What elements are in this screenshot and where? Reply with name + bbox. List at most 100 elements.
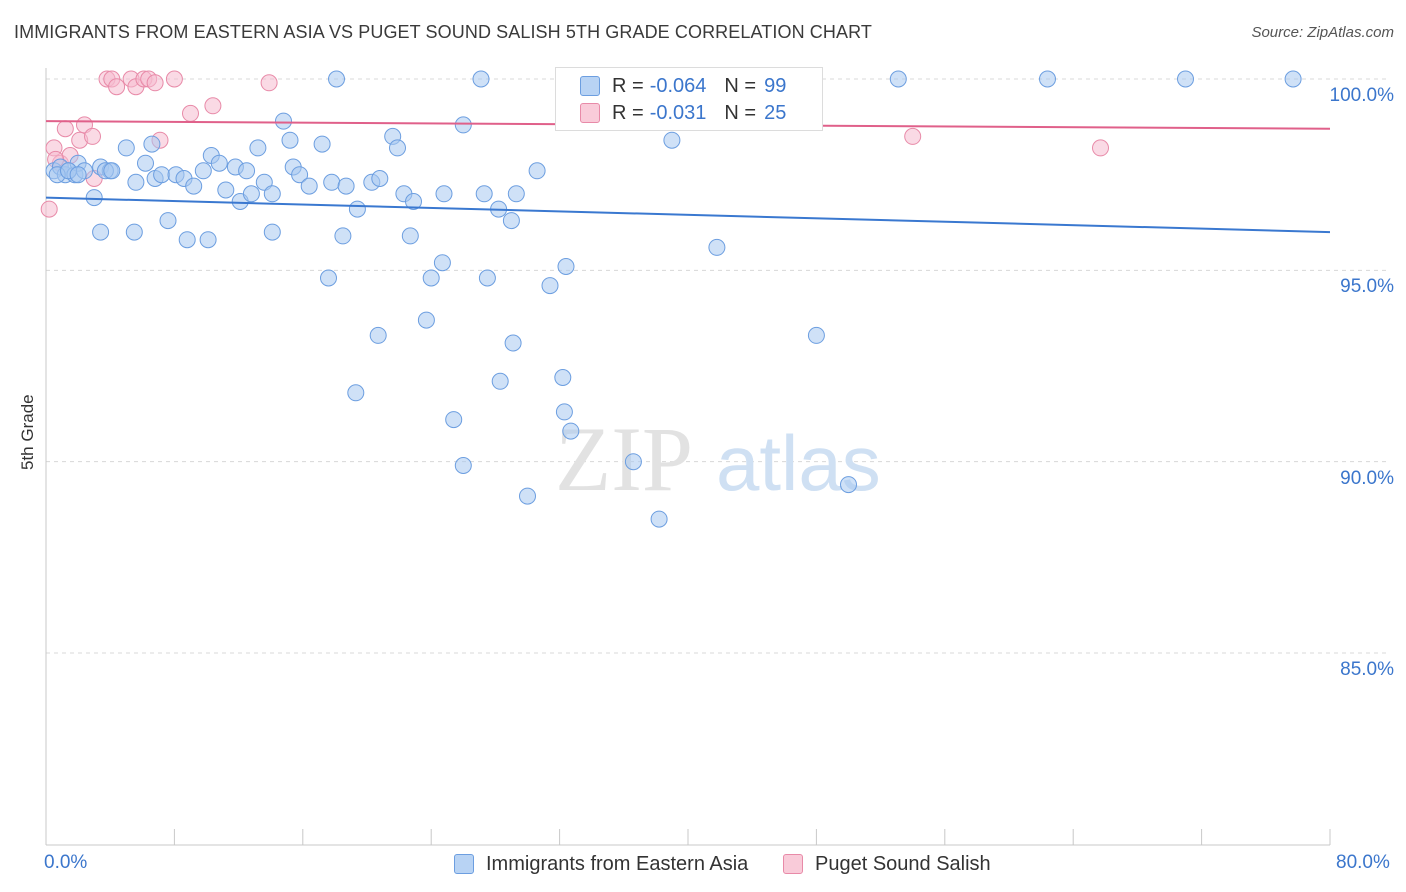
data-point-blue <box>519 487 536 505</box>
data-point-pink <box>904 127 922 145</box>
data-point-blue <box>417 311 435 329</box>
data-point-blue <box>475 185 493 203</box>
data-point-blue <box>92 223 110 241</box>
data-point-blue <box>143 135 161 153</box>
data-point-blue <box>210 154 228 172</box>
axes <box>45 68 1331 846</box>
data-point-blue <box>1284 70 1302 88</box>
data-point-blue <box>433 254 451 272</box>
data-point-blue <box>1177 70 1194 88</box>
data-point-blue <box>185 177 203 195</box>
x-tick-label-min: 0.0% <box>44 852 88 873</box>
data-point-blue <box>281 131 299 149</box>
data-point-blue <box>85 189 103 207</box>
data-point-blue <box>889 70 907 88</box>
data-point-blue <box>178 231 196 249</box>
data-point-blue <box>194 162 212 180</box>
correlation-legend: R = -0.064 N = 99 R = -0.031 N = 25 <box>555 67 823 131</box>
legend-n-label: N = <box>724 74 757 97</box>
data-point-pink <box>182 104 199 122</box>
data-point-blue <box>528 162 546 180</box>
data-point-blue <box>435 185 453 203</box>
legend-n-value: 99 <box>764 74 787 97</box>
data-point-blue <box>562 422 580 440</box>
data-point-blue <box>69 166 87 184</box>
legend-r-label: R = <box>612 101 644 124</box>
data-point-blue <box>159 212 177 230</box>
data-point-blue <box>445 411 463 429</box>
data-point-blue <box>369 326 387 344</box>
data-point-pink <box>108 78 126 96</box>
data-point-blue <box>401 227 419 245</box>
data-point-blue <box>454 116 472 134</box>
x-tick-label-max: 80.0% <box>1336 852 1390 873</box>
data-point-blue <box>405 193 422 210</box>
data-point-blue <box>1039 70 1056 88</box>
y-tick-label: 90.0% <box>1340 467 1394 489</box>
data-point-blue <box>334 227 352 245</box>
data-point-blue <box>328 70 345 88</box>
data-point-blue <box>491 372 509 390</box>
data-point-blue <box>478 269 496 287</box>
bottom-legend-item-pink[interactable]: Puget Sound Salish <box>783 851 991 877</box>
bottom-legend-swatch-blue <box>454 854 474 874</box>
data-point-blue <box>238 162 256 180</box>
data-point-blue <box>840 476 857 494</box>
legend-r-value: -0.064 <box>649 74 707 97</box>
data-point-blue <box>263 185 281 203</box>
data-point-blue <box>371 170 389 187</box>
data-point-blue <box>199 231 217 249</box>
data-point-blue <box>125 223 143 241</box>
watermark: ZIP atlas <box>555 408 881 510</box>
y-axis-label: 5th Grade <box>18 394 37 470</box>
legend-r-value: -0.031 <box>649 101 707 124</box>
data-point-blue <box>320 269 337 287</box>
watermark-atlas: atlas <box>716 419 881 507</box>
data-point-blue <box>313 135 331 153</box>
data-point-blue <box>323 173 341 191</box>
data-point-blue <box>137 154 154 172</box>
data-point-blue <box>541 277 559 295</box>
data-point-blue <box>624 453 642 471</box>
legend-swatch-blue <box>580 76 600 96</box>
data-point-blue <box>300 177 318 195</box>
legend-swatch-pink <box>580 103 600 123</box>
data-point-blue <box>555 403 573 421</box>
data-point-blue <box>348 200 366 218</box>
legend-n-value: 25 <box>764 101 787 124</box>
source-credit: Source: ZipAtlas.com <box>1251 24 1394 41</box>
data-point-blue <box>127 173 145 191</box>
data-point-blue <box>472 70 490 88</box>
data-point-blue <box>275 112 292 130</box>
data-point-pink <box>40 200 58 218</box>
chart-title: IMMIGRANTS FROM EASTERN ASIA VS PUGET SO… <box>14 22 872 42</box>
trend-lines <box>45 120 1331 234</box>
trend-line-blue <box>45 196 1331 234</box>
data-point-pink <box>1092 139 1109 157</box>
data-point-pink <box>204 97 222 115</box>
legend-row-pink: R = -0.031 N = 25 <box>580 100 786 126</box>
data-point-blue <box>708 238 726 256</box>
data-point-blue <box>153 166 171 184</box>
data-point-blue <box>249 139 267 157</box>
legend-r-label: R = <box>612 74 644 97</box>
data-point-blue <box>242 185 260 203</box>
data-point-pink <box>165 70 183 88</box>
data-point-pink <box>260 74 278 92</box>
data-point-blue <box>557 258 575 275</box>
data-point-blue <box>337 177 355 195</box>
data-point-blue <box>217 181 235 199</box>
data-point-blue <box>807 326 825 344</box>
data-point-blue <box>650 510 668 528</box>
bottom-legend-item-blue[interactable]: Immigrants from Eastern Asia <box>454 851 748 877</box>
data-point-blue <box>291 166 309 184</box>
bottom-legend-label: Puget Sound Salish <box>815 852 991 875</box>
legend-row-blue: R = -0.064 N = 99 <box>580 73 786 99</box>
bottom-legend-swatch-pink <box>783 854 803 874</box>
y-tick-label: 85.0% <box>1340 659 1394 680</box>
data-point-blue <box>263 223 281 241</box>
data-point-blue <box>502 212 520 230</box>
data-point-blue <box>554 369 572 386</box>
watermark-zip: ZIP <box>555 408 693 510</box>
